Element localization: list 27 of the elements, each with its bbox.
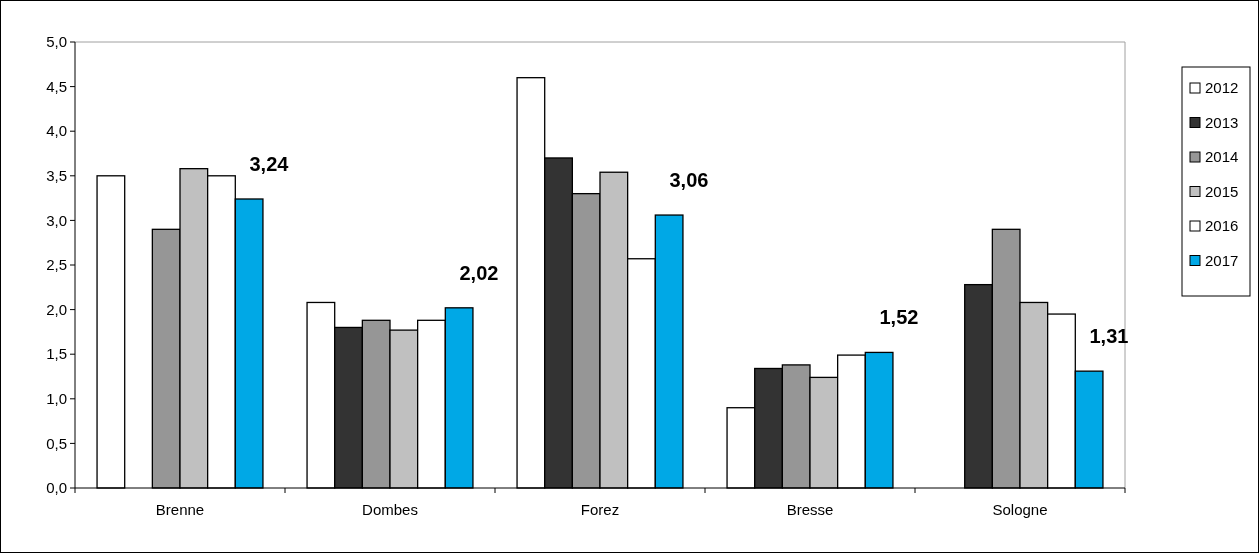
y-tick-label: 1,5: [46, 345, 67, 363]
x-tick-label: Sologne: [992, 501, 1048, 518]
y-tick-label: 2,0: [46, 300, 67, 318]
y-tick-label: 4,5: [46, 77, 67, 95]
y-tick-label: 0,5: [46, 434, 67, 452]
y-tick-label: 0,0: [46, 479, 67, 497]
data-label: 3,06: [669, 169, 709, 192]
data-label: 3,24: [249, 152, 290, 175]
legend-label: 2013: [1205, 113, 1239, 131]
x-tick-label: Dombes: [362, 501, 418, 518]
legend-label: 2016: [1205, 217, 1239, 235]
y-tick-label: 3,0: [46, 211, 67, 229]
y-tick-label: 5,0: [46, 33, 67, 51]
legend-label: 2017: [1205, 251, 1239, 269]
data-label: 1,52: [879, 306, 919, 329]
y-tick-label: 4,0: [46, 122, 67, 140]
y-tick-label: 1,0: [46, 390, 67, 408]
x-tick-label: Brenne: [155, 501, 205, 518]
x-tick-label: Bresse: [786, 501, 834, 518]
legend-label: 2012: [1205, 79, 1239, 97]
data-label: 2,02: [459, 261, 499, 284]
legend-label: 2014: [1205, 148, 1239, 166]
y-tick-label: 2,5: [46, 256, 67, 274]
legend-label: 2015: [1205, 182, 1239, 200]
y-tick-label: 3,5: [46, 167, 67, 185]
data-label: 1,31: [1089, 325, 1129, 348]
x-tick-label: Forez: [580, 501, 620, 518]
